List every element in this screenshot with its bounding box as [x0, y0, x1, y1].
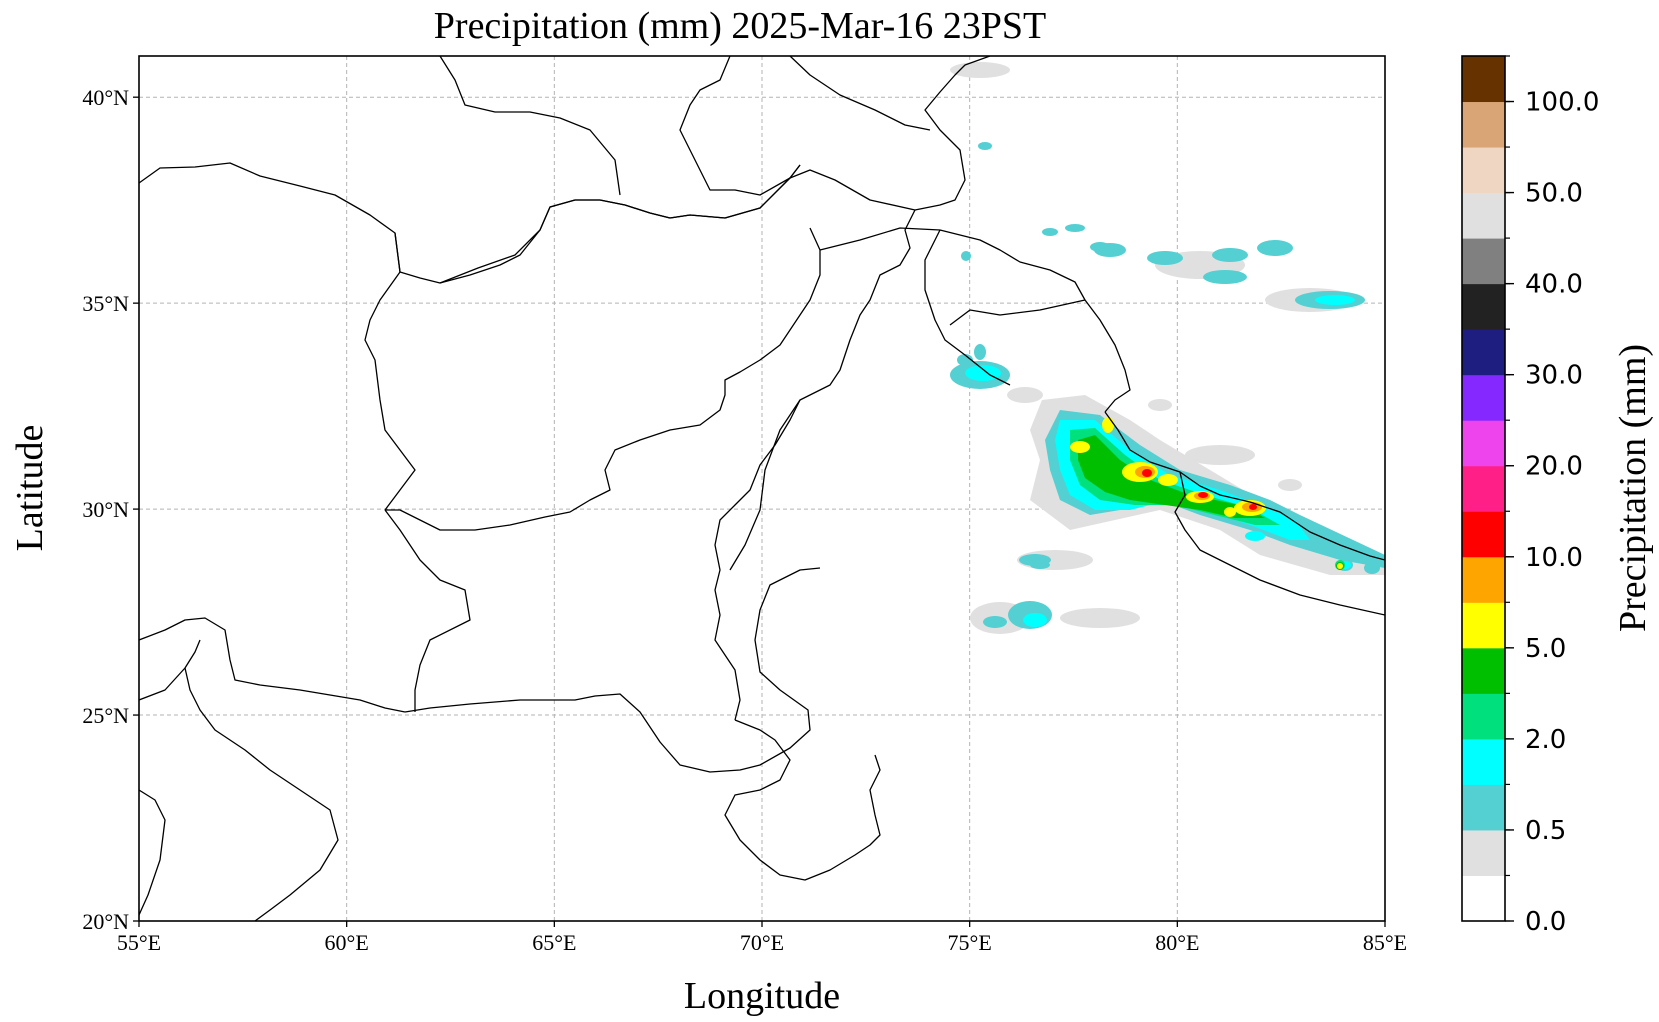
precip-level-red	[1142, 469, 1257, 510]
colorbar: 0.0 0.5 2.0 5.0 10.0 20.0 30.0 40.0 50.0 100.0	[1461, 55, 1599, 937]
colorbar-tick-label: 10.0	[1525, 543, 1583, 573]
y-tick-label: 40°N	[82, 85, 129, 110]
chart-title: Precipitation (mm) 2025-Mar-16 23PST	[434, 5, 1046, 47]
colorbar-tick-label: 40.0	[1525, 270, 1583, 300]
colorbar-segment	[1462, 420, 1505, 467]
precip-level-yellow	[1070, 417, 1343, 569]
x-tick-label: 70°E	[740, 930, 784, 955]
colorbar-segment	[1462, 147, 1505, 194]
colorbar-segment	[1462, 738, 1505, 785]
colorbar-segment	[1462, 602, 1505, 649]
colorbar-tick-label: 2.0	[1525, 725, 1566, 755]
colorbar-tick-label: 0.0	[1525, 907, 1566, 937]
colorbar-segment	[1462, 56, 1505, 103]
colorbar-segment	[1462, 192, 1505, 239]
x-tick-label: 55°E	[117, 930, 161, 955]
colorbar-segment	[1462, 556, 1505, 603]
colorbar-tick-label: 100.0	[1525, 88, 1599, 118]
colorbar-segment	[1462, 465, 1505, 512]
colorbar-segment	[1462, 693, 1505, 740]
colorbar-segment	[1462, 238, 1505, 285]
colorbar-tick-label: 0.5	[1525, 816, 1566, 846]
colorbar-tick-label: 50.0	[1525, 179, 1583, 209]
colorbar-tick-label: 5.0	[1525, 634, 1566, 664]
colorbar-segment	[1462, 374, 1505, 421]
y-axis-label: Latitude	[9, 425, 51, 552]
x-axis-label: Longitude	[684, 975, 840, 1017]
colorbar-frame	[1461, 55, 1506, 922]
colorbar-segment	[1462, 329, 1505, 376]
y-tick-label: 35°N	[82, 291, 129, 316]
colorbar-label: Precipitation (mm)	[1612, 344, 1654, 632]
y-tick-label: 30°N	[82, 497, 129, 522]
colorbar-segment	[1462, 784, 1505, 831]
y-tick-label: 25°N	[82, 703, 129, 728]
colorbar-segment	[1462, 875, 1505, 922]
colorbar-tick-label: 20.0	[1525, 452, 1583, 482]
x-tick-label: 85°E	[1363, 930, 1407, 955]
country-borders	[139, 56, 1385, 921]
y-tick-label: 20°N	[82, 909, 129, 934]
x-tick-label: 80°E	[1155, 930, 1199, 955]
x-tick-label: 75°E	[948, 930, 992, 955]
y-axis: 20°N 25°N 30°N 35°N 40°N	[82, 85, 139, 934]
x-tick-label: 60°E	[325, 930, 369, 955]
colorbar-segment	[1462, 829, 1505, 876]
colorbar-tick-label: 30.0	[1525, 361, 1583, 391]
colorbar-segment	[1462, 511, 1505, 558]
x-axis: 55°E 60°E 65°E 70°E 75°E 80°E 85°E	[117, 921, 1407, 955]
colorbar-segment	[1462, 647, 1505, 694]
x-tick-label: 65°E	[532, 930, 576, 955]
colorbar-segment	[1462, 283, 1505, 330]
colorbar-segment	[1462, 101, 1505, 148]
